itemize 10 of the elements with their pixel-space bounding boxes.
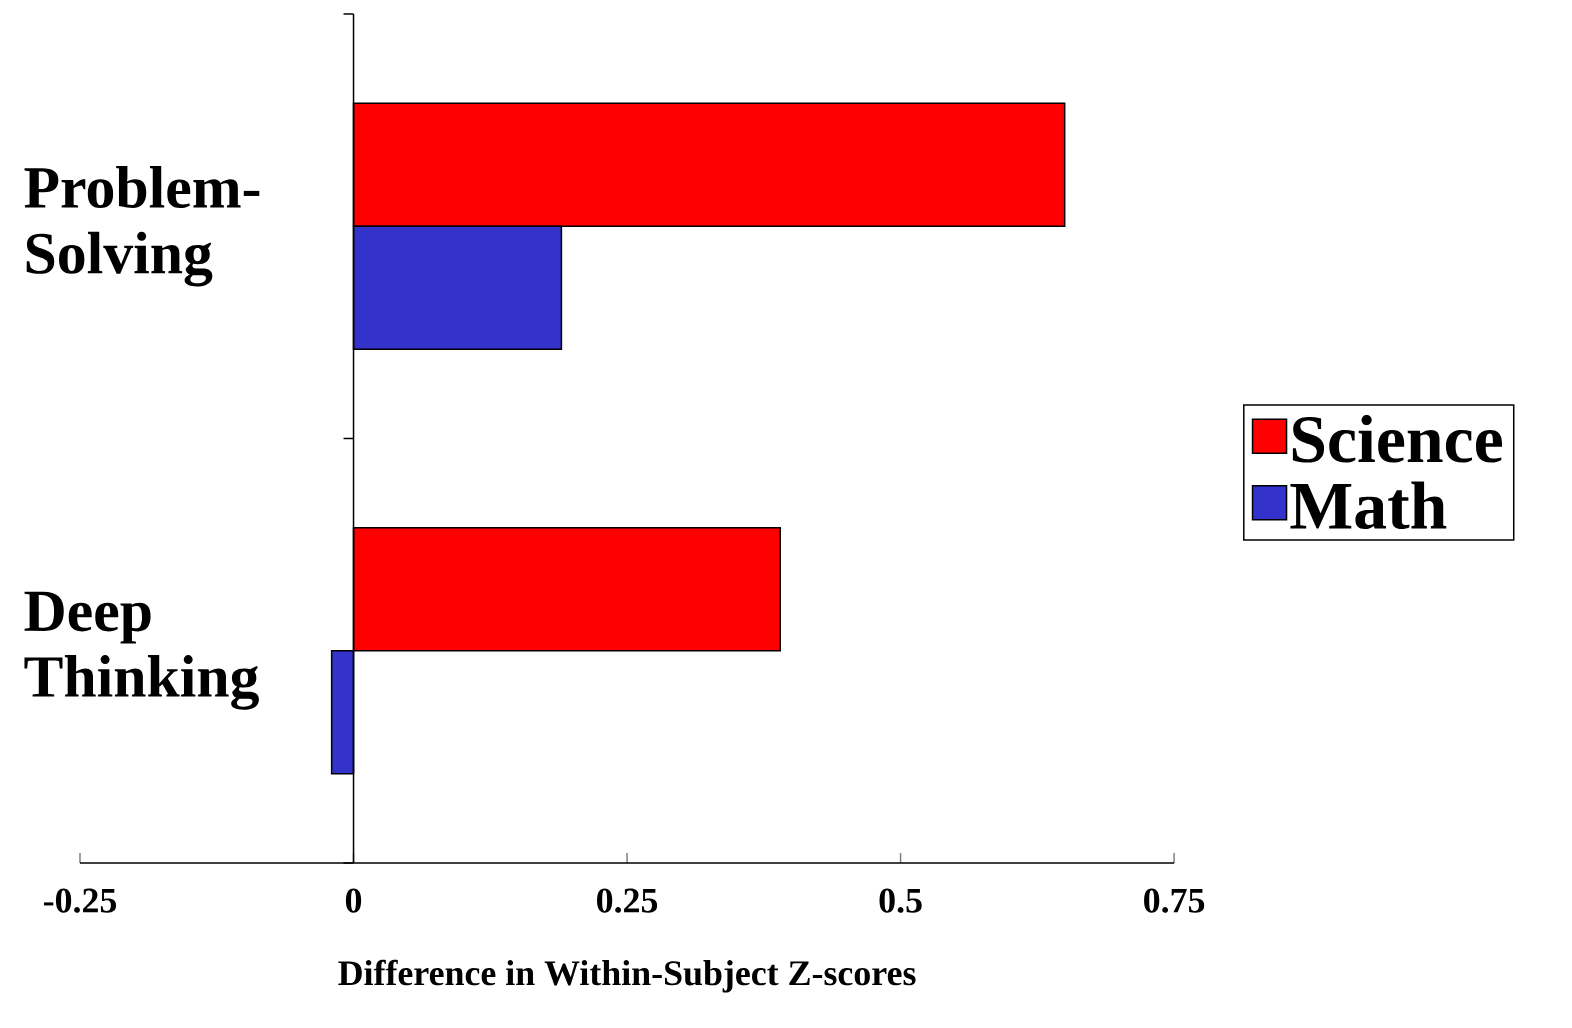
x-tick-label: -0.25 xyxy=(43,888,117,913)
legend-label: Math xyxy=(1290,481,1447,530)
y-tick-label: Deep Thinking xyxy=(24,591,259,710)
legend-label: Science xyxy=(1292,414,1502,463)
x-axis-title: Difference in Within-Subject Z-scores xyxy=(338,959,916,993)
x-tick-label: 0.25 xyxy=(597,888,658,913)
y-tick-label: Problem-Solving xyxy=(24,166,260,287)
x-tick-label: 0.5 xyxy=(879,888,922,913)
x-tick-label: 0 xyxy=(345,888,362,913)
x-tick-label: 0.75 xyxy=(1144,888,1205,913)
